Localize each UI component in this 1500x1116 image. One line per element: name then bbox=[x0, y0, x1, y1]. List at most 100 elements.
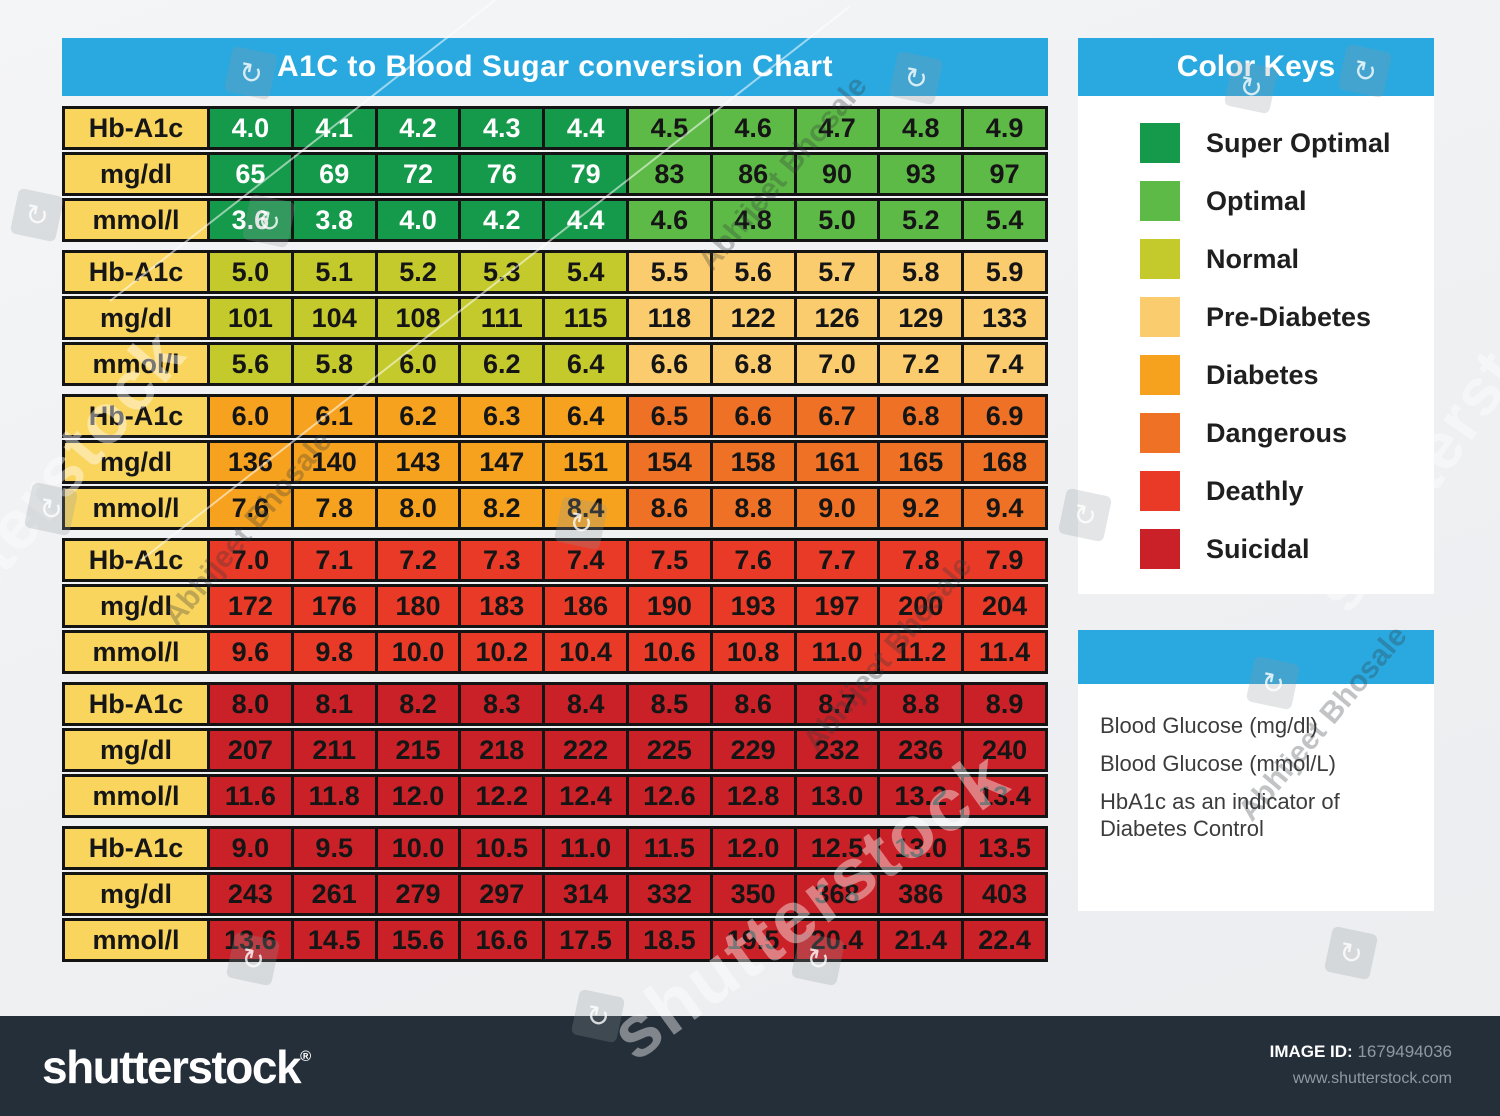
table-row: mmol/l 3.6 3.8 4.0 4.2 4.4 4.6 4.8 5.0 5.2 5.4 bbox=[62, 198, 1048, 242]
table-cell: 7.9 bbox=[961, 538, 1048, 582]
table-cell: 76 bbox=[458, 152, 546, 196]
row-label: Hb-A1c bbox=[62, 250, 210, 294]
table-cell: 240 bbox=[961, 728, 1048, 772]
row-label: mg/dl bbox=[62, 440, 210, 484]
legend-swatch bbox=[1140, 413, 1180, 453]
table-cell: 218 bbox=[458, 728, 546, 772]
table-cell: 101 bbox=[207, 296, 294, 340]
table-cell: 11.5 bbox=[625, 826, 713, 870]
info-lines: Blood Glucose (mg/dl) Blood Glucose (mmol… bbox=[1078, 684, 1434, 911]
brand-tile-watermark-icon: ↻ bbox=[9, 187, 65, 243]
right-column: Color Keys Super Optimal Optimal Normal Pre… bbox=[1078, 38, 1434, 911]
table-cell: 13.5 bbox=[961, 826, 1048, 870]
table-cell: 7.4 bbox=[961, 342, 1048, 386]
table-cell: 115 bbox=[542, 296, 629, 340]
table-cell: 12.8 bbox=[709, 774, 797, 818]
table-cell: 297 bbox=[458, 872, 546, 916]
table-cell: 7.8 bbox=[877, 538, 965, 582]
row-label: mg/dl bbox=[62, 296, 210, 340]
table-cell: 6.0 bbox=[207, 394, 294, 438]
table-cell: 69 bbox=[290, 152, 378, 196]
table-cell: 6.7 bbox=[793, 394, 881, 438]
table-cell: 8.1 bbox=[290, 682, 378, 726]
color-keys-title: Color Keys bbox=[1176, 50, 1336, 83]
table-cell: 4.2 bbox=[374, 106, 462, 150]
table-cell: 11.0 bbox=[542, 826, 629, 870]
table-cell: 3.6 bbox=[207, 198, 294, 242]
table-cell: 158 bbox=[709, 440, 797, 484]
table-row: Hb-A1c 8.0 8.1 8.2 8.3 8.4 8.5 8.6 8.7 8.8 8.9 bbox=[62, 682, 1048, 726]
table-cell: 10.0 bbox=[374, 826, 462, 870]
legend-swatch bbox=[1140, 471, 1180, 511]
table-cell: 243 bbox=[207, 872, 294, 916]
row-label: mmol/l bbox=[62, 198, 210, 242]
table-cell: 4.7 bbox=[793, 106, 881, 150]
table-cell: 236 bbox=[877, 728, 965, 772]
table-cell: 154 bbox=[625, 440, 713, 484]
table-cell: 6.1 bbox=[290, 394, 378, 438]
table-cell: 122 bbox=[709, 296, 797, 340]
table-cell: 11.2 bbox=[877, 630, 965, 674]
table-cell: 13.4 bbox=[961, 774, 1048, 818]
table-cell: 22.4 bbox=[961, 918, 1048, 962]
table-cell: 4.4 bbox=[542, 106, 629, 150]
table-cell: 7.1 bbox=[290, 538, 378, 582]
table-row: Hb-A1c 7.0 7.1 7.2 7.3 7.4 7.5 7.6 7.7 7.8 7.9 bbox=[62, 538, 1048, 582]
table-block-6: Hb-A1c 9.0 9.5 10.0 10.5 11.0 11.5 12.0 12.5 13.0… bbox=[62, 826, 1048, 962]
table-cell: 12.5 bbox=[793, 826, 881, 870]
row-label: Hb-A1c bbox=[62, 826, 210, 870]
table-cell: 12.4 bbox=[542, 774, 629, 818]
table-cell: 83 bbox=[625, 152, 713, 196]
row-label: mmol/l bbox=[62, 342, 210, 386]
table-cell: 222 bbox=[542, 728, 629, 772]
legend-swatch bbox=[1140, 355, 1180, 395]
table-cell: 11.8 bbox=[290, 774, 378, 818]
table-cell: 5.0 bbox=[793, 198, 881, 242]
table-cell: 151 bbox=[542, 440, 629, 484]
legend-label: Normal bbox=[1206, 243, 1300, 274]
table-cell: 10.2 bbox=[458, 630, 546, 674]
table-cell: 7.2 bbox=[374, 538, 462, 582]
table-cell: 176 bbox=[290, 584, 378, 628]
table-cell: 108 bbox=[374, 296, 462, 340]
table-cell: 13.2 bbox=[877, 774, 965, 818]
registered-mark: ® bbox=[300, 1048, 312, 1065]
table-cell: 4.6 bbox=[625, 198, 713, 242]
table-cell: 79 bbox=[542, 152, 629, 196]
table-cell: 9.5 bbox=[290, 826, 378, 870]
table-cell: 8.8 bbox=[709, 486, 797, 530]
table-cell: 172 bbox=[207, 584, 294, 628]
table-cell: 7.2 bbox=[877, 342, 965, 386]
legend-label: Suicidal bbox=[1206, 533, 1310, 564]
table-cell: 7.5 bbox=[625, 538, 713, 582]
row-label: Hb-A1c bbox=[62, 538, 210, 582]
legend-swatch bbox=[1140, 297, 1180, 337]
table-cell: 140 bbox=[290, 440, 378, 484]
table-cell: 7.6 bbox=[709, 538, 797, 582]
table-cell: 186 bbox=[542, 584, 629, 628]
color-keys-panel: Color Keys Super Optimal Optimal Normal Pre… bbox=[1078, 38, 1434, 594]
table-cell: 4.2 bbox=[458, 198, 546, 242]
table-block-4: Hb-A1c 7.0 7.1 7.2 7.3 7.4 7.5 7.6 7.7 7.8 7.9 mg/d… bbox=[62, 538, 1048, 674]
table-cell: 6.8 bbox=[709, 342, 797, 386]
table-cell: 65 bbox=[207, 152, 294, 196]
table-block-5: Hb-A1c 8.0 8.1 8.2 8.3 8.4 8.5 8.6 8.7 8.8 8.9 mg/d… bbox=[62, 682, 1048, 818]
table-row: Hb-A1c 4.0 4.1 4.2 4.3 4.4 4.5 4.6 4.7 4.8 4.9 bbox=[62, 106, 1048, 150]
table-cell: 8.4 bbox=[542, 486, 629, 530]
legend-swatch bbox=[1140, 529, 1180, 569]
table-cell: 5.3 bbox=[458, 250, 546, 294]
legend-item: Optimal bbox=[1140, 181, 1434, 221]
table-cell: 180 bbox=[374, 584, 462, 628]
info-line: Blood Glucose (mmol/L) bbox=[1100, 751, 1336, 776]
table-cell: 12.0 bbox=[374, 774, 462, 818]
conversion-chart: A1C to Blood Sugar conversion Chart Hb-A… bbox=[62, 38, 1048, 970]
table-cell: 16.6 bbox=[458, 918, 546, 962]
table-cell: 7.3 bbox=[458, 538, 546, 582]
conversion-table-blocks: Hb-A1c 4.0 4.1 4.2 4.3 4.4 4.5 4.6 4.7 4.8 4.9 mg/d… bbox=[62, 106, 1048, 962]
table-cell: 6.6 bbox=[625, 342, 713, 386]
table-cell: 204 bbox=[961, 584, 1048, 628]
table-cell: 72 bbox=[374, 152, 462, 196]
table-cell: 10.8 bbox=[709, 630, 797, 674]
legend-item: Normal bbox=[1140, 239, 1434, 279]
